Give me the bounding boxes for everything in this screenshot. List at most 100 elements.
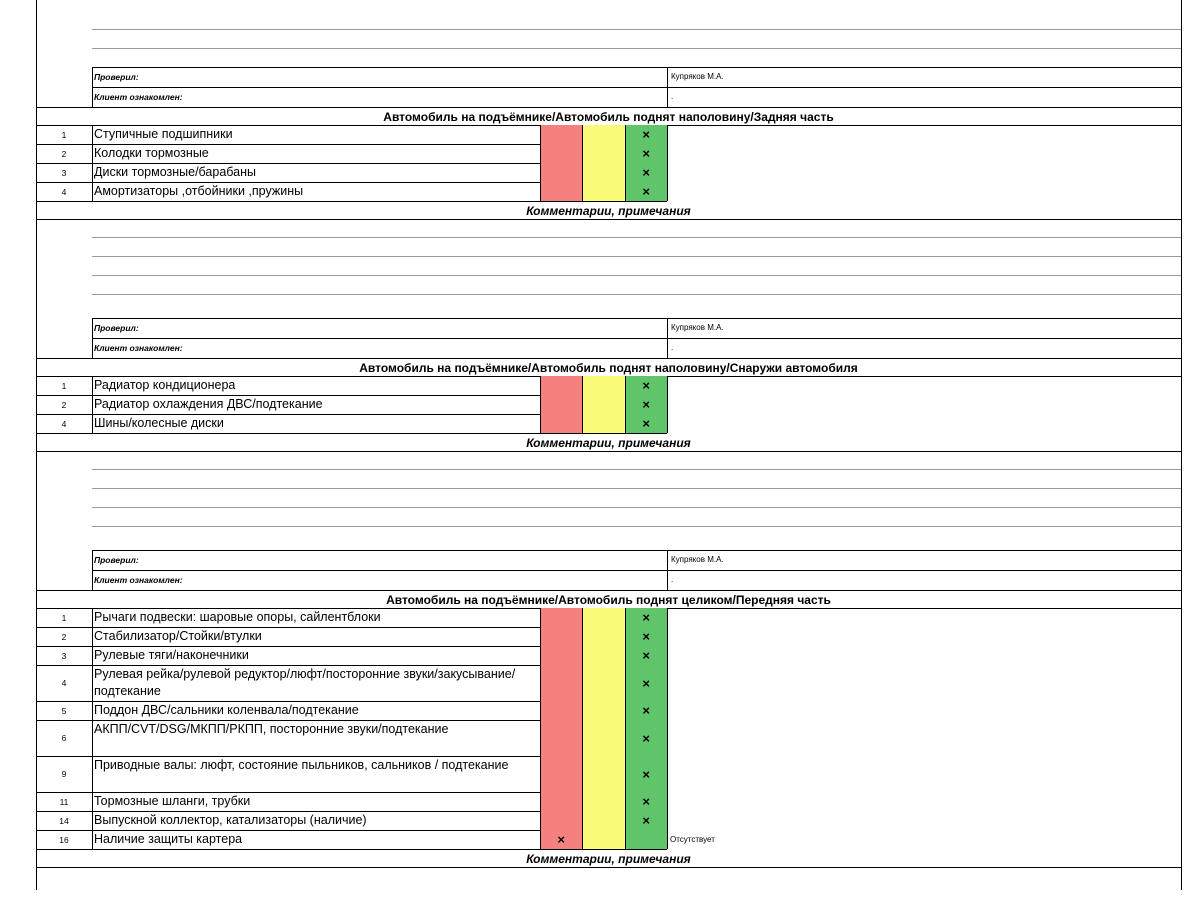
status-cell-green[interactable] (625, 125, 667, 144)
status-cell-red[interactable] (540, 414, 582, 433)
item-number: 16 (59, 834, 69, 845)
checked-by-label: Проверил: (94, 323, 139, 333)
status-cell-green[interactable] (625, 163, 667, 182)
item-row-line (36, 720, 667, 721)
comment-blank-line (92, 275, 1181, 276)
status-cell-yellow[interactable] (582, 144, 625, 163)
status-cell-red[interactable] (540, 376, 582, 395)
status-cell-yellow[interactable] (582, 646, 625, 665)
status-cell-yellow[interactable] (582, 182, 625, 201)
check-mark: × (642, 184, 650, 199)
client-value: . (671, 343, 674, 352)
status-cell-green[interactable] (625, 811, 667, 830)
status-cell-red[interactable] (540, 163, 582, 182)
status-cell-red[interactable] (540, 792, 582, 811)
checker-name: Купряков М.А. (671, 323, 724, 332)
item-description: Приводные валы: люфт, состояние пыльнико… (94, 758, 509, 772)
status-cell-yellow[interactable] (582, 395, 625, 414)
status-cell-red[interactable] (540, 125, 582, 144)
status-cell-yellow[interactable] (582, 665, 625, 701)
section-header-top-line (36, 358, 1181, 359)
status-cell-green[interactable] (625, 182, 667, 201)
item-row-line (36, 395, 667, 396)
item-row-line (36, 701, 667, 702)
item-row-line (36, 646, 667, 647)
status-cell-yellow[interactable] (582, 756, 625, 792)
status-cell-green[interactable] (625, 414, 667, 433)
check-mark: × (642, 146, 650, 161)
status-cell-red[interactable] (540, 144, 582, 163)
item-row-line (36, 811, 667, 812)
item-number: 1 (61, 612, 67, 623)
status-cell-green[interactable] (625, 395, 667, 414)
status-cell-green[interactable] (625, 144, 667, 163)
status-cell-red[interactable] (540, 830, 582, 849)
status-cell-red[interactable] (540, 811, 582, 830)
status-cell-red[interactable] (540, 756, 582, 792)
yellow-column-line (582, 376, 583, 433)
status-cell-green[interactable] (625, 627, 667, 646)
status-cell-yellow[interactable] (582, 811, 625, 830)
item-number: 1 (61, 380, 67, 391)
comment-blank-line (92, 256, 1181, 257)
status-cell-green[interactable] (625, 646, 667, 665)
status-cell-yellow[interactable] (582, 830, 625, 849)
signature-left-line (92, 550, 93, 590)
status-cell-red[interactable] (540, 627, 582, 646)
green-column-line (625, 125, 626, 201)
signature-left-line (92, 67, 93, 107)
item-note: Отсутствует (670, 834, 715, 844)
check-mark: × (642, 648, 650, 663)
status-cell-green[interactable] (625, 756, 667, 792)
client-value: . (671, 575, 674, 584)
status-cell-green[interactable] (625, 720, 667, 756)
signature-top-line (92, 550, 1181, 551)
comment-blank-line (92, 526, 1181, 527)
item-description: АКПП/CVT/DSG/МКПП/РКПП, посторонние звук… (94, 722, 449, 736)
status-cell-yellow[interactable] (582, 792, 625, 811)
status-cell-yellow[interactable] (582, 627, 625, 646)
item-number: 5 (61, 705, 67, 716)
status-cell-green[interactable] (625, 830, 667, 849)
comments-heading: Комментарии, примечания (526, 852, 691, 866)
signature-left-line (92, 318, 93, 358)
status-cell-yellow[interactable] (582, 163, 625, 182)
status-cell-red[interactable] (540, 395, 582, 414)
comment-blank-line (92, 294, 1181, 295)
comments-bottom-line (36, 219, 1181, 220)
status-cell-red[interactable] (540, 701, 582, 720)
comment-blank-line (92, 507, 1181, 508)
status-cell-red[interactable] (540, 182, 582, 201)
status-cell-red[interactable] (540, 608, 582, 627)
checker-name: Купряков М.А. (671, 555, 724, 564)
red-column-line (540, 376, 541, 433)
status-cell-green[interactable] (625, 665, 667, 701)
signature-column-line (667, 67, 668, 107)
comment-blank-line (92, 469, 1181, 470)
status-cell-red[interactable] (540, 720, 582, 756)
status-cell-red[interactable] (540, 646, 582, 665)
status-cell-yellow[interactable] (582, 414, 625, 433)
comment-blank-line (92, 488, 1181, 489)
item-description: Амортизаторы ,отбойники ,пружины (94, 184, 304, 198)
status-cell-green[interactable] (625, 376, 667, 395)
green-column-line (625, 608, 626, 849)
status-cell-yellow[interactable] (582, 701, 625, 720)
status-cell-yellow[interactable] (582, 376, 625, 395)
status-cell-yellow[interactable] (582, 125, 625, 144)
status-cell-green[interactable] (625, 701, 667, 720)
status-cell-green[interactable] (625, 792, 667, 811)
section-header-top-line (36, 590, 1181, 591)
status-cell-green[interactable] (625, 608, 667, 627)
item-row-line (36, 849, 667, 850)
item-description: Шины/колесные диски (94, 416, 224, 430)
item-number: 14 (59, 815, 69, 826)
status-cell-yellow[interactable] (582, 720, 625, 756)
status-cell-red[interactable] (540, 665, 582, 701)
item-row-line (36, 756, 667, 757)
status-cell-yellow[interactable] (582, 608, 625, 627)
client-informed-label: Клиент ознакомлен: (94, 92, 183, 102)
check-mark: × (642, 378, 650, 393)
sheet-left-border (36, 0, 37, 890)
red-column-line (540, 608, 541, 849)
